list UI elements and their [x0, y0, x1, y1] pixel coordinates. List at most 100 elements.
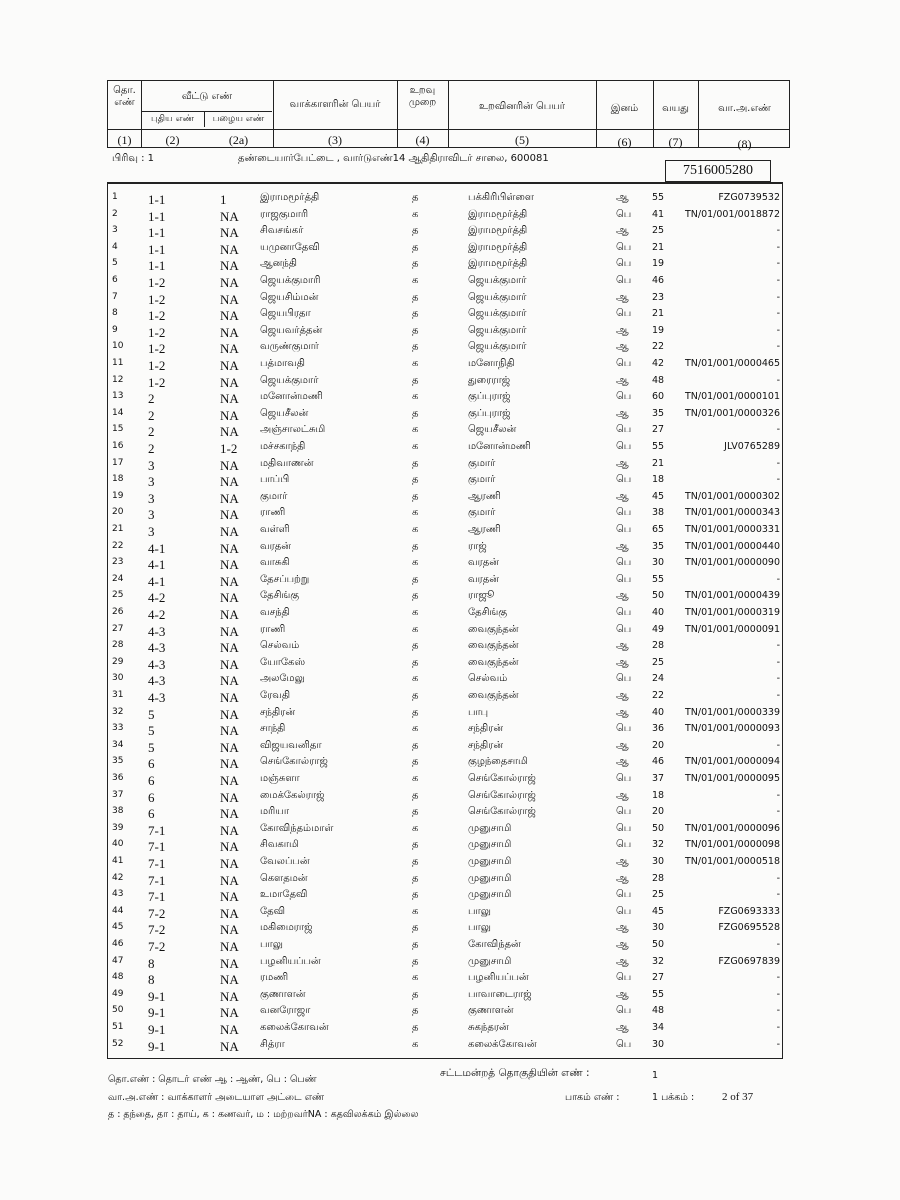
epic-number: FZG0693333 — [718, 905, 780, 917]
relative-name: துரைராஜ் — [468, 374, 511, 386]
voter-name: மஞ்சுளா — [260, 773, 300, 784]
age: 34 — [652, 1022, 665, 1033]
relative-name: மனோன்மணி — [468, 441, 531, 452]
epic-number: - — [776, 739, 780, 751]
house-old: NA — [220, 922, 239, 938]
table-row: 28 4-3 NA செல்வம் த வைகுந்தன் ஆ 28 - — [108, 640, 782, 657]
table-header: தொ. எண் வீட்டு எண் புதிய எண் பழைய எண் வா… — [107, 80, 790, 151]
house-old: NA — [220, 988, 239, 1004]
relative-name: செங்கோல்ராஜ் — [468, 806, 536, 818]
house-new: 7-1 — [148, 822, 166, 838]
sex: பெ — [616, 441, 632, 452]
voter-name: ராணி — [260, 623, 286, 635]
serial-no: 1 — [112, 192, 118, 202]
house-old: NA — [220, 557, 239, 573]
epic-number: TN/01/001/0000465 — [684, 358, 780, 369]
sex: பெ — [616, 424, 632, 436]
house-old: NA — [220, 1005, 239, 1021]
house-old: NA — [220, 872, 239, 888]
relation: த — [412, 1005, 419, 1017]
epic-number: - — [776, 806, 780, 818]
relative-name: செல்வம் — [468, 673, 508, 685]
sex: ஆ — [616, 739, 629, 751]
table-row: 31 4-3 NA ரேவதி த வைகுந்தன் ஆ 22 - — [108, 690, 782, 707]
relation: க — [412, 275, 419, 286]
voter-name: அலமேலு — [260, 673, 305, 685]
constituency-label: சட்டமன்றத் தொகுதியின் எண் : — [440, 1067, 590, 1079]
house-old: NA — [220, 490, 239, 506]
age: 50 — [652, 590, 665, 602]
relative-name: இராமமூர்த்தி — [468, 258, 528, 270]
serial-no: 47 — [112, 955, 124, 966]
relation: த — [412, 922, 419, 934]
serial-no: 18 — [112, 474, 124, 485]
age: 49 — [652, 623, 665, 635]
epic-number: TN/01/001/0000440 — [684, 540, 780, 552]
age: 45 — [652, 905, 665, 917]
sex: பெ — [616, 275, 632, 286]
voter-name: விஜயவனிதா — [260, 739, 322, 751]
relation: க — [412, 773, 419, 784]
table-row: 40 7-1 NA சிவகாமி த முனுசாமி பெ 32 TN/01/001/000… — [108, 839, 782, 856]
sex: பெ — [616, 723, 632, 735]
relative-name: ராஜூ — [468, 590, 495, 602]
house-new: 5 — [148, 723, 155, 739]
house-new: 1-2 — [148, 341, 166, 357]
table-row: 11 1-2 NA பத்மாவதி க மனோநிதி பெ 42 TN/01/001/000… — [108, 358, 782, 375]
serial-no: 35 — [112, 756, 124, 767]
table-row: 51 9-1 NA கலைக்கோவன் த சுகந்தரன் ஆ 34 - — [108, 1022, 782, 1039]
voter-name: மச்சகாந்தி — [260, 441, 306, 452]
relation: த — [412, 872, 419, 884]
part-label: பாகம் எண் : — [565, 1092, 620, 1103]
age: 23 — [652, 291, 665, 303]
house-new: 1-1 — [148, 241, 166, 257]
serial-no: 11 — [112, 358, 124, 368]
relation: த — [412, 540, 419, 552]
voter-name: வசந்தி — [260, 607, 290, 618]
voter-name: பத்மாவதி — [260, 358, 305, 369]
table-row: 25 4-2 NA தேசிங்கு த ராஜூ ஆ 50 TN/01/001/0000439 — [108, 590, 782, 607]
house-old: NA — [220, 839, 239, 855]
house-old: NA — [220, 291, 239, 307]
age: 36 — [652, 723, 665, 735]
serial-no: 12 — [112, 374, 124, 385]
age: 21 — [652, 308, 665, 320]
table-row: 9 1-2 NA ஜெயவர்த்தன் த ஜெயக்குமார் ஆ 19 - — [108, 325, 782, 342]
col-num-6: (6) — [617, 135, 632, 149]
house-old: NA — [220, 607, 239, 622]
relative-name: பாபு — [468, 706, 489, 718]
sex: ஆ — [616, 457, 629, 469]
serial-no: 28 — [112, 640, 124, 651]
house-new: 2 — [148, 441, 155, 456]
sex: ஆ — [616, 192, 629, 203]
relation: க — [412, 972, 419, 984]
sex: ஆ — [616, 291, 629, 303]
age: 60 — [652, 391, 665, 403]
serial-no: 34 — [112, 739, 124, 750]
voter-name: ரேவதி — [260, 690, 291, 701]
relative-name: சந்திரன் — [468, 739, 504, 751]
relative-name: குமார் — [468, 474, 496, 486]
house-new: 7-2 — [148, 939, 166, 954]
voter-name: ஆனந்தி — [260, 258, 297, 270]
relation: த — [412, 1022, 419, 1033]
constituency-value: 1 — [652, 1070, 659, 1081]
col-num-5: (5) — [515, 133, 529, 147]
age: 48 — [652, 1005, 665, 1017]
relative-name: ஜெயக்குமார் — [468, 341, 527, 353]
age: 50 — [652, 822, 665, 834]
sex: பெ — [616, 258, 632, 270]
relative-name: ராஜ் — [468, 540, 487, 552]
house-old: NA — [220, 656, 239, 672]
epic-number: TN/01/001/0000090 — [684, 557, 780, 569]
table-row: 37 6 NA மைக்கேல்ராஜ் த செங்கோல்ராஜ் ஆ 18 - — [108, 790, 782, 807]
sex: ஆ — [616, 374, 629, 386]
house-new: 4-3 — [148, 640, 166, 656]
epic-number: - — [776, 241, 780, 253]
age: 55 — [652, 192, 665, 203]
table-row: 29 4-3 NA யோகேஸ் த வைகுந்தன் ஆ 25 - — [108, 657, 782, 674]
epic-number: - — [776, 457, 780, 469]
age: 55 — [652, 573, 665, 585]
house-new: 1-1 — [148, 208, 166, 224]
sex: ஆ — [616, 1022, 629, 1033]
